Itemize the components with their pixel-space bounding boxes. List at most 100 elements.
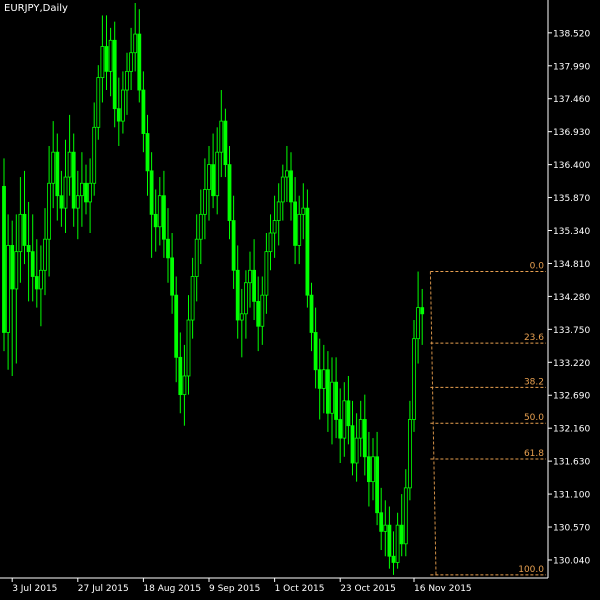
candle-body-down [145, 133, 150, 172]
candle [313, 307, 318, 389]
candle [297, 195, 302, 265]
candle-body-down [366, 456, 371, 483]
candle-body-down [317, 369, 322, 389]
candle-body-down [153, 213, 158, 228]
candle-body-down [178, 356, 183, 396]
candle [354, 413, 359, 482]
candle-body-up [321, 369, 326, 389]
candle [51, 121, 56, 209]
candle [358, 400, 363, 457]
candle [84, 164, 88, 215]
candle-body-up [358, 419, 363, 439]
candle [207, 145, 211, 221]
candle-body-down [137, 33, 142, 91]
candle-body-down [149, 170, 154, 215]
candle-body-up [239, 313, 244, 321]
y-tick-label: 131.100 [553, 491, 590, 501]
candle [211, 133, 216, 209]
candle-body-down [161, 195, 166, 240]
candle [416, 271, 421, 364]
candle [174, 276, 179, 383]
candle [194, 214, 199, 302]
candle-body-down [211, 164, 216, 197]
candle-body-up [182, 375, 187, 396]
candle-body-up [157, 195, 162, 228]
candle-body-down [10, 245, 15, 290]
candle [399, 494, 404, 557]
candle [137, 9, 142, 103]
candle-body-up [284, 170, 289, 178]
candle [166, 208, 170, 283]
y-tick-label: 135.340 [553, 227, 590, 237]
candle-body-down [22, 213, 27, 246]
candle-body-up [43, 238, 47, 271]
candle [125, 52, 129, 115]
candle-body-down [309, 294, 314, 333]
candle-body-down [325, 369, 330, 414]
candle [383, 500, 388, 557]
candle-body-down [34, 276, 39, 290]
y-tick-label: 137.990 [553, 62, 590, 72]
candle-body-up [272, 220, 277, 234]
candle-body-up [371, 456, 375, 483]
candle [153, 189, 158, 252]
candle [338, 388, 343, 463]
y-tick-label: 134.810 [553, 260, 590, 270]
candle [375, 431, 380, 526]
candle-body-down [350, 425, 355, 464]
candle-body-up [18, 213, 23, 253]
candle [264, 233, 269, 314]
candle [223, 108, 228, 178]
candle-body-up [75, 195, 80, 209]
candle-body-down [346, 400, 351, 427]
candle-body-up [39, 269, 43, 290]
candle [104, 15, 109, 91]
candle [342, 382, 347, 457]
y-tick-label: 137.460 [553, 95, 590, 105]
candle [371, 438, 375, 501]
axes: 138.520 137.990 137.460 136.930 136.400 135.8… [0, 0, 590, 594]
candle-body-down [116, 108, 121, 122]
candle-body-up [186, 319, 191, 377]
candle [301, 183, 306, 240]
candle [145, 114, 150, 196]
candle [403, 469, 408, 557]
candle [18, 177, 23, 283]
candle [387, 506, 392, 569]
candle [178, 332, 183, 414]
candle [407, 400, 412, 501]
y-tick-label: 134.280 [553, 293, 590, 303]
candle-body-up [354, 437, 359, 464]
candle-body-down [379, 512, 384, 532]
candle [227, 145, 232, 240]
candle [330, 357, 334, 445]
candle [289, 152, 293, 221]
candle-body-up [342, 400, 347, 439]
x-tick-label: 3 Jul 2015 [12, 584, 57, 594]
candle [112, 21, 117, 128]
candle-body-down [223, 120, 228, 166]
candle-body-down [334, 381, 339, 420]
candle [309, 282, 314, 352]
candle-body-down [293, 201, 298, 246]
candle [161, 170, 166, 258]
y-tick-label: 131.630 [553, 458, 590, 468]
candle [334, 357, 339, 439]
candle-body-up [190, 276, 195, 321]
candle [325, 351, 330, 432]
symbol-label: EURJPY,Daily [4, 3, 68, 14]
candle [202, 158, 207, 240]
y-tick-label: 136.400 [553, 161, 590, 171]
x-tick-label: 16 Nov 2015 [414, 584, 472, 594]
candle-body-down [112, 39, 117, 110]
candle-body-up [407, 419, 412, 489]
y-tick-label: 130.040 [553, 556, 590, 566]
candle-body-up [395, 524, 400, 563]
candle-body-down [71, 151, 76, 209]
candle-body-down [289, 170, 293, 203]
fib-level-label: 100.0 [518, 565, 544, 575]
candle-body-up [202, 189, 207, 215]
candle [366, 431, 371, 507]
candle [420, 288, 425, 345]
candle-body-up [383, 524, 388, 532]
